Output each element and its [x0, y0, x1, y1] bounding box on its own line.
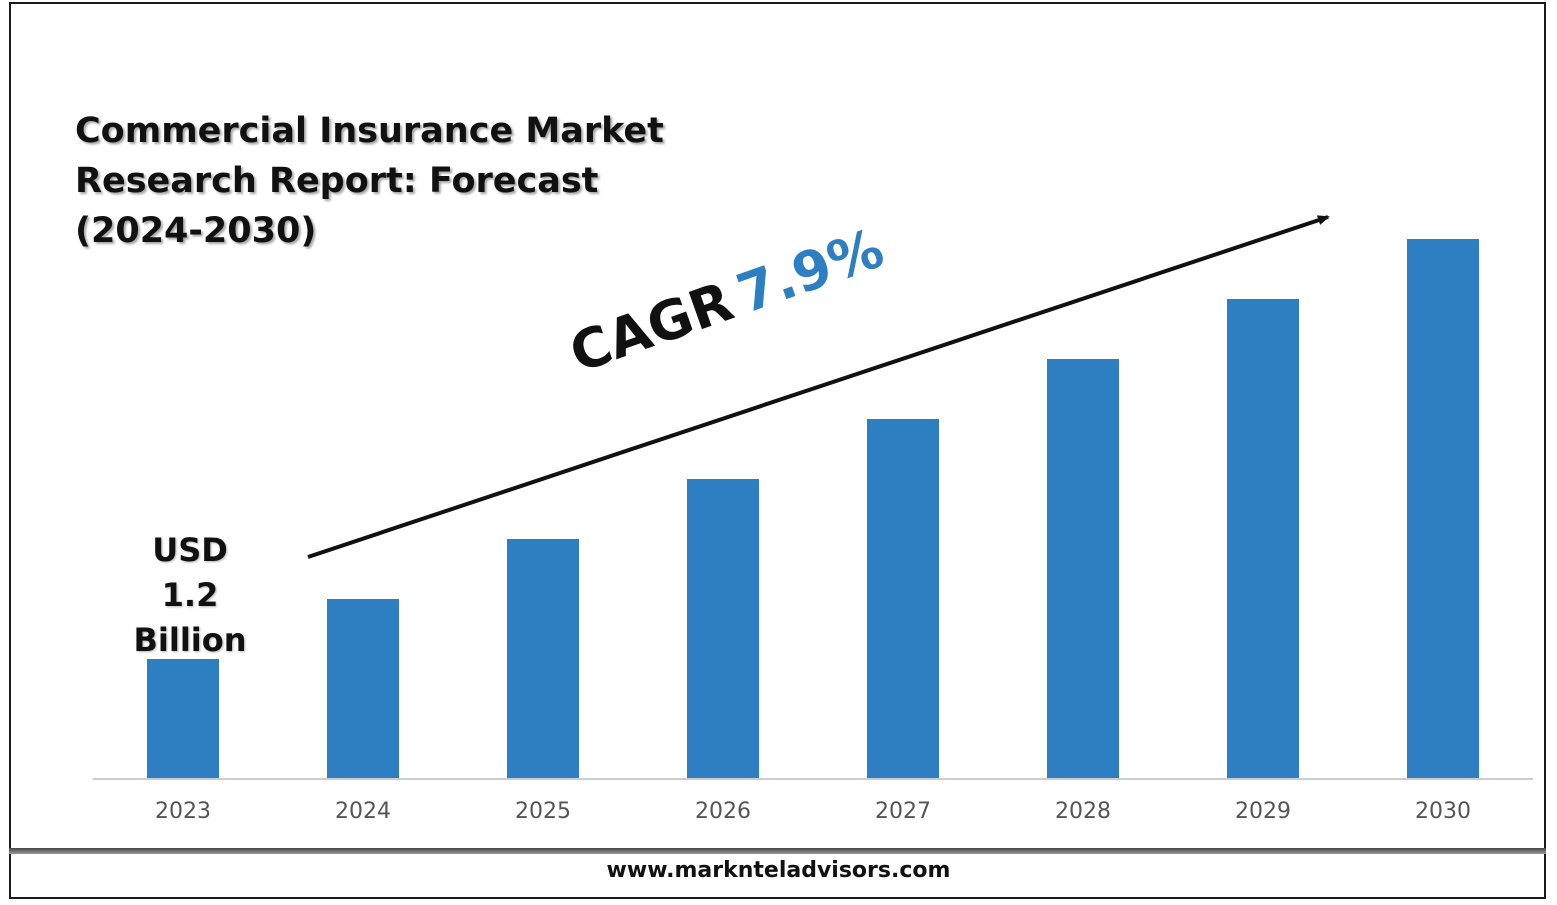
x-tick-label-2028: 2028 [1055, 799, 1111, 824]
bar-2029 [1227, 299, 1299, 779]
data-label-2023-line-1: USD [152, 531, 228, 569]
data-label-2023-line-3: Billion [133, 621, 247, 659]
x-tick-label-2029: 2029 [1235, 799, 1291, 824]
footer-url: www.marknteladvisors.com [606, 858, 951, 883]
bar-2023 [147, 659, 219, 779]
bar-2028 [1047, 359, 1119, 779]
bars-group [147, 239, 1479, 779]
footer-divider [9, 848, 1546, 854]
x-tick-label-2030: 2030 [1415, 799, 1471, 824]
x-tick-labels: 2023 2024 2025 2026 2027 2028 2029 2030 [155, 799, 1471, 824]
x-tick-label-2026: 2026 [695, 799, 751, 824]
chart-title-line-2: Research Report: Forecast [75, 161, 599, 201]
chart-title-line-1: Commercial Insurance Market [75, 111, 664, 151]
x-tick-label-2025: 2025 [515, 799, 571, 824]
data-label-2023-line-2: 1.2 [161, 576, 219, 614]
data-label-2023: USD 1.2 Billion [120, 528, 260, 663]
chart-title-line-3: (2024-2030) [75, 211, 317, 251]
bar-2025 [507, 539, 579, 779]
chart-title: Commercial Insurance Market Research Rep… [75, 106, 695, 256]
bar-2026 [687, 479, 759, 779]
x-tick-label-2024: 2024 [335, 799, 391, 824]
bar-2027 [867, 419, 939, 779]
x-tick-label-2027: 2027 [875, 799, 931, 824]
x-tick-label-2023: 2023 [155, 799, 211, 824]
bar-2030 [1407, 239, 1479, 779]
cagr-trend-arrow [307, 215, 1330, 559]
bar-2024 [327, 599, 399, 779]
